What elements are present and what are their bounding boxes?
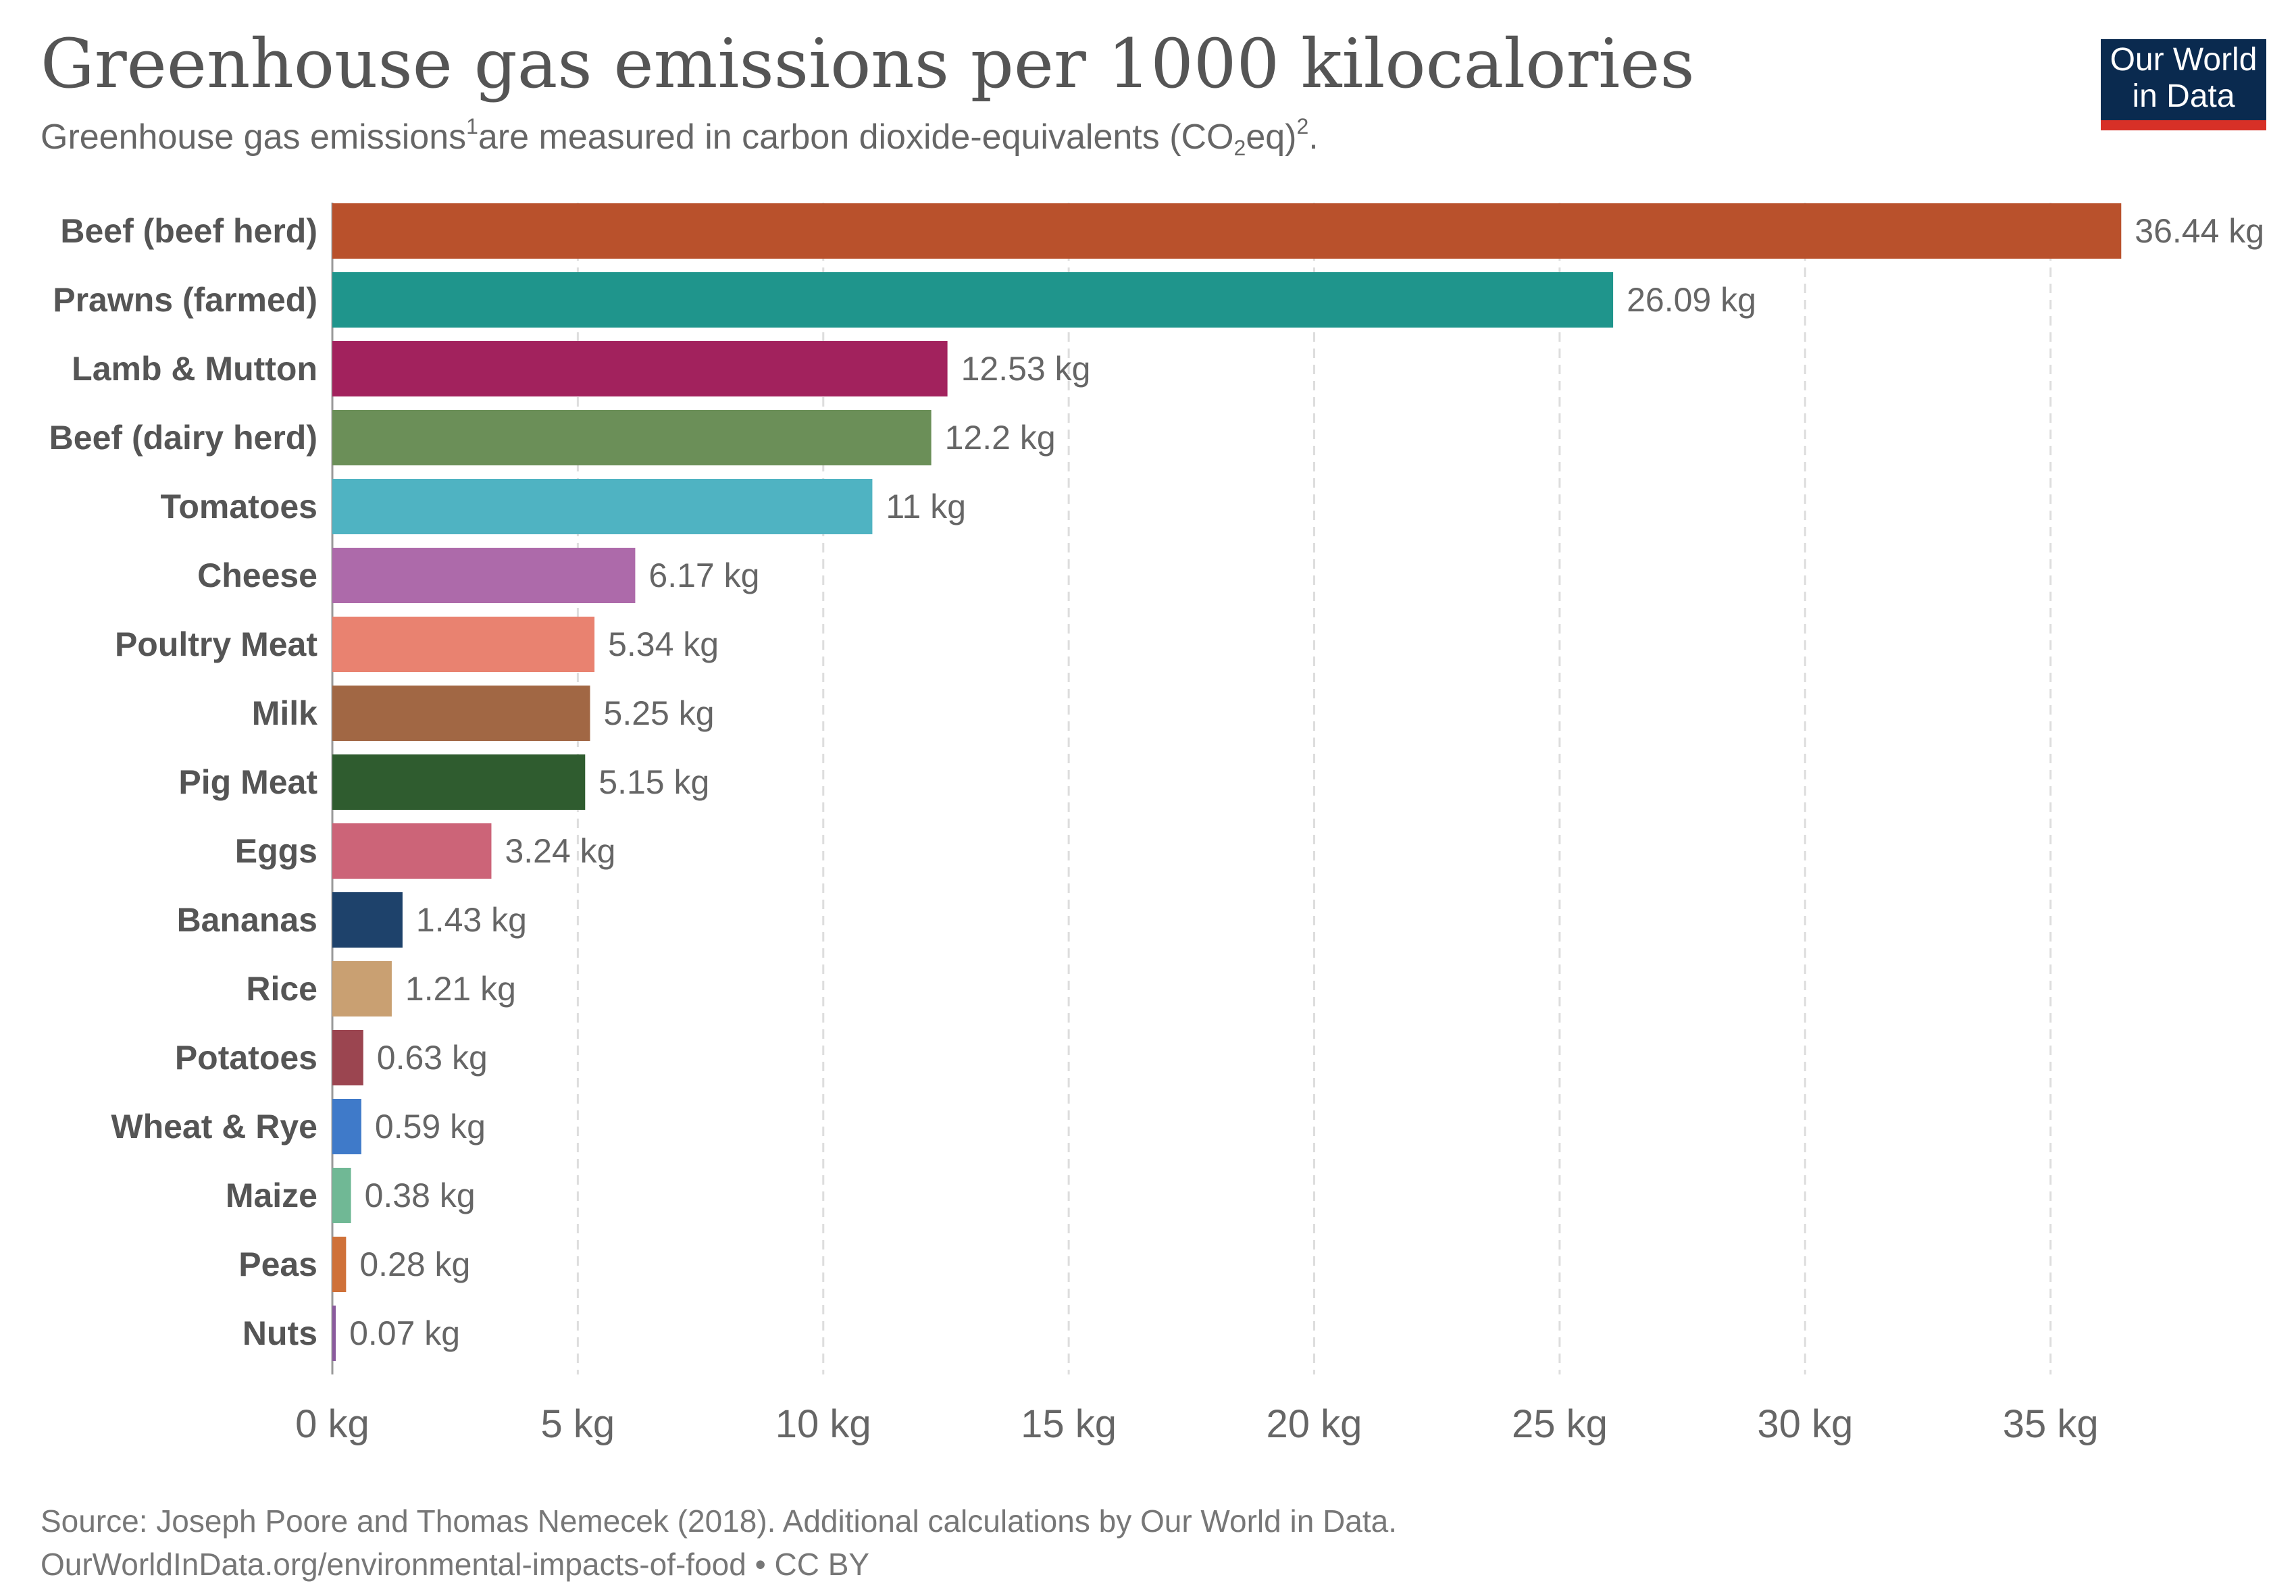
bar-row: Cheese 6.17 kg	[197, 548, 759, 603]
chart-title: Greenhouse gas emissions per 1000 kiloca…	[41, 24, 1695, 103]
bar-row: Bananas 1.43 kg	[177, 892, 527, 948]
logo-line-2: in Data	[2132, 78, 2235, 114]
bar-category-label: Milk	[252, 694, 317, 732]
bar	[332, 548, 636, 603]
bar	[332, 479, 873, 534]
subtitle-text-4: .	[1308, 118, 1319, 157]
bar-row: Poultry Meat 5.34 kg	[115, 617, 719, 672]
bar	[332, 341, 948, 396]
bar-value-label: 5.15 kg	[598, 763, 709, 801]
bar-category-label: Maize	[226, 1177, 317, 1214]
bar-value-label: 3.24 kg	[505, 832, 615, 870]
x-tick-label: 10 kg	[775, 1402, 871, 1446]
x-tick-label: 5 kg	[541, 1402, 615, 1446]
bar-category-label: Tomatoes	[161, 488, 317, 525]
bar-row: Maize 0.38 kg	[226, 1168, 476, 1223]
bar-chart: Beef (beef herd) 36.44 kg Prawns (farmed) 2…	[49, 203, 2264, 1446]
bar	[332, 1306, 336, 1361]
bar-value-label: 6.17 kg	[648, 557, 759, 594]
bar-value-label: 0.28 kg	[359, 1245, 470, 1283]
x-tick-label: 15 kg	[1021, 1402, 1117, 1446]
x-tick-label: 30 kg	[1757, 1402, 1853, 1446]
bar-row: Nuts 0.07 kg	[243, 1306, 460, 1361]
subtitle-text-1: Greenhouse gas emissions	[41, 118, 467, 157]
bar-row: Pig Meat 5.15 kg	[178, 754, 709, 810]
bar-row: Lamb & Mutton 12.53 kg	[72, 341, 1090, 396]
chart-subtitle: Greenhouse gas emissions1are measured in…	[41, 114, 1319, 160]
bar-value-label: 0.63 kg	[377, 1039, 488, 1077]
bar-value-label: 0.38 kg	[365, 1177, 476, 1214]
bar-value-label: 5.25 kg	[604, 694, 715, 732]
bar-category-label: Eggs	[235, 832, 317, 870]
bar-category-label: Wheat & Rye	[111, 1108, 317, 1145]
bar-row: Wheat & Rye 0.59 kg	[111, 1099, 486, 1154]
bar-category-label: Bananas	[177, 901, 317, 939]
bar-category-label: Potatoes	[175, 1039, 317, 1077]
bar	[332, 1099, 361, 1154]
bar-value-label: 26.09 kg	[1627, 281, 1756, 319]
bar-category-label: Beef (beef herd)	[60, 212, 317, 250]
bar-value-label: 1.43 kg	[416, 901, 527, 939]
owid-logo[interactable]: Our World in Data	[2101, 39, 2266, 130]
x-tick-label: 35 kg	[2003, 1402, 2099, 1446]
bar-category-label: Cheese	[197, 557, 317, 594]
bar	[332, 1168, 351, 1223]
bar-row: Beef (beef herd) 36.44 kg	[60, 203, 2264, 259]
bar-value-label: 1.21 kg	[405, 970, 516, 1008]
bar	[332, 410, 932, 465]
bar-category-label: Nuts	[243, 1314, 317, 1352]
bar-value-label: 0.07 kg	[349, 1314, 460, 1352]
x-tick-label: 25 kg	[1512, 1402, 1608, 1446]
bar	[332, 203, 2122, 259]
bar	[332, 823, 492, 879]
bar-row: Peas 0.28 kg	[238, 1237, 470, 1292]
source-note: Source: Joseph Poore and Thomas Nemecek …	[41, 1503, 1398, 1539]
tick-layer: 0 kg 5 kg 10 kg 15 kg 20 kg 25 kg 30 kg 35 kg	[295, 1402, 2098, 1446]
bar-category-label: Poultry Meat	[115, 625, 317, 663]
bar-category-label: Pig Meat	[178, 763, 317, 801]
x-tick-label: 0 kg	[295, 1402, 369, 1446]
source-url[interactable]: OurWorldInData.org/environmental-impacts…	[41, 1547, 870, 1582]
bar-value-label: 12.53 kg	[961, 350, 1091, 388]
bar-row: Potatoes 0.63 kg	[175, 1030, 488, 1085]
bar	[332, 754, 586, 810]
bar-category-label: Beef (dairy herd)	[49, 419, 317, 457]
bar-category-label: Prawns (farmed)	[53, 281, 317, 319]
footnote-ref-2: 2	[1296, 114, 1309, 138]
bar-value-label: 5.34 kg	[608, 625, 719, 663]
footnote-ref-1: 1	[466, 114, 478, 138]
bar-row: Rice 1.21 kg	[246, 961, 516, 1016]
bar-row: Prawns (farmed) 26.09 kg	[53, 272, 1756, 328]
subscript-2: 2	[1233, 136, 1246, 160]
x-tick-label: 20 kg	[1267, 1402, 1362, 1446]
bar	[332, 272, 1614, 328]
bar-row: Beef (dairy herd) 12.2 kg	[49, 410, 1056, 465]
bar-category-label: Rice	[246, 970, 317, 1008]
subtitle-text-2: are measured in carbon dioxide-equivalen…	[478, 118, 1234, 157]
bar-layer: Beef (beef herd) 36.44 kg Prawns (farmed) 2…	[49, 203, 2264, 1361]
bar	[332, 1030, 363, 1085]
bar	[332, 892, 403, 948]
bar-row: Eggs 3.24 kg	[235, 823, 615, 879]
bar-category-label: Peas	[238, 1245, 317, 1283]
bar	[332, 961, 392, 1016]
bar-value-label: 12.2 kg	[945, 419, 1056, 457]
bar	[332, 617, 595, 672]
subtitle-text-3: eq)	[1246, 118, 1297, 157]
footer: Source: Joseph Poore and Thomas Nemecek …	[41, 1499, 1397, 1586]
bar-value-label: 11 kg	[886, 488, 966, 525]
logo-line-1: Our World	[2110, 42, 2257, 78]
bar	[332, 686, 590, 741]
bar	[332, 1237, 347, 1292]
bar-category-label: Lamb & Mutton	[72, 350, 317, 388]
bar-row: Milk 5.25 kg	[252, 686, 715, 741]
bar-row: Tomatoes 11 kg	[161, 479, 966, 534]
bar-value-label: 36.44 kg	[2135, 212, 2264, 250]
bar-value-label: 0.59 kg	[375, 1108, 486, 1145]
